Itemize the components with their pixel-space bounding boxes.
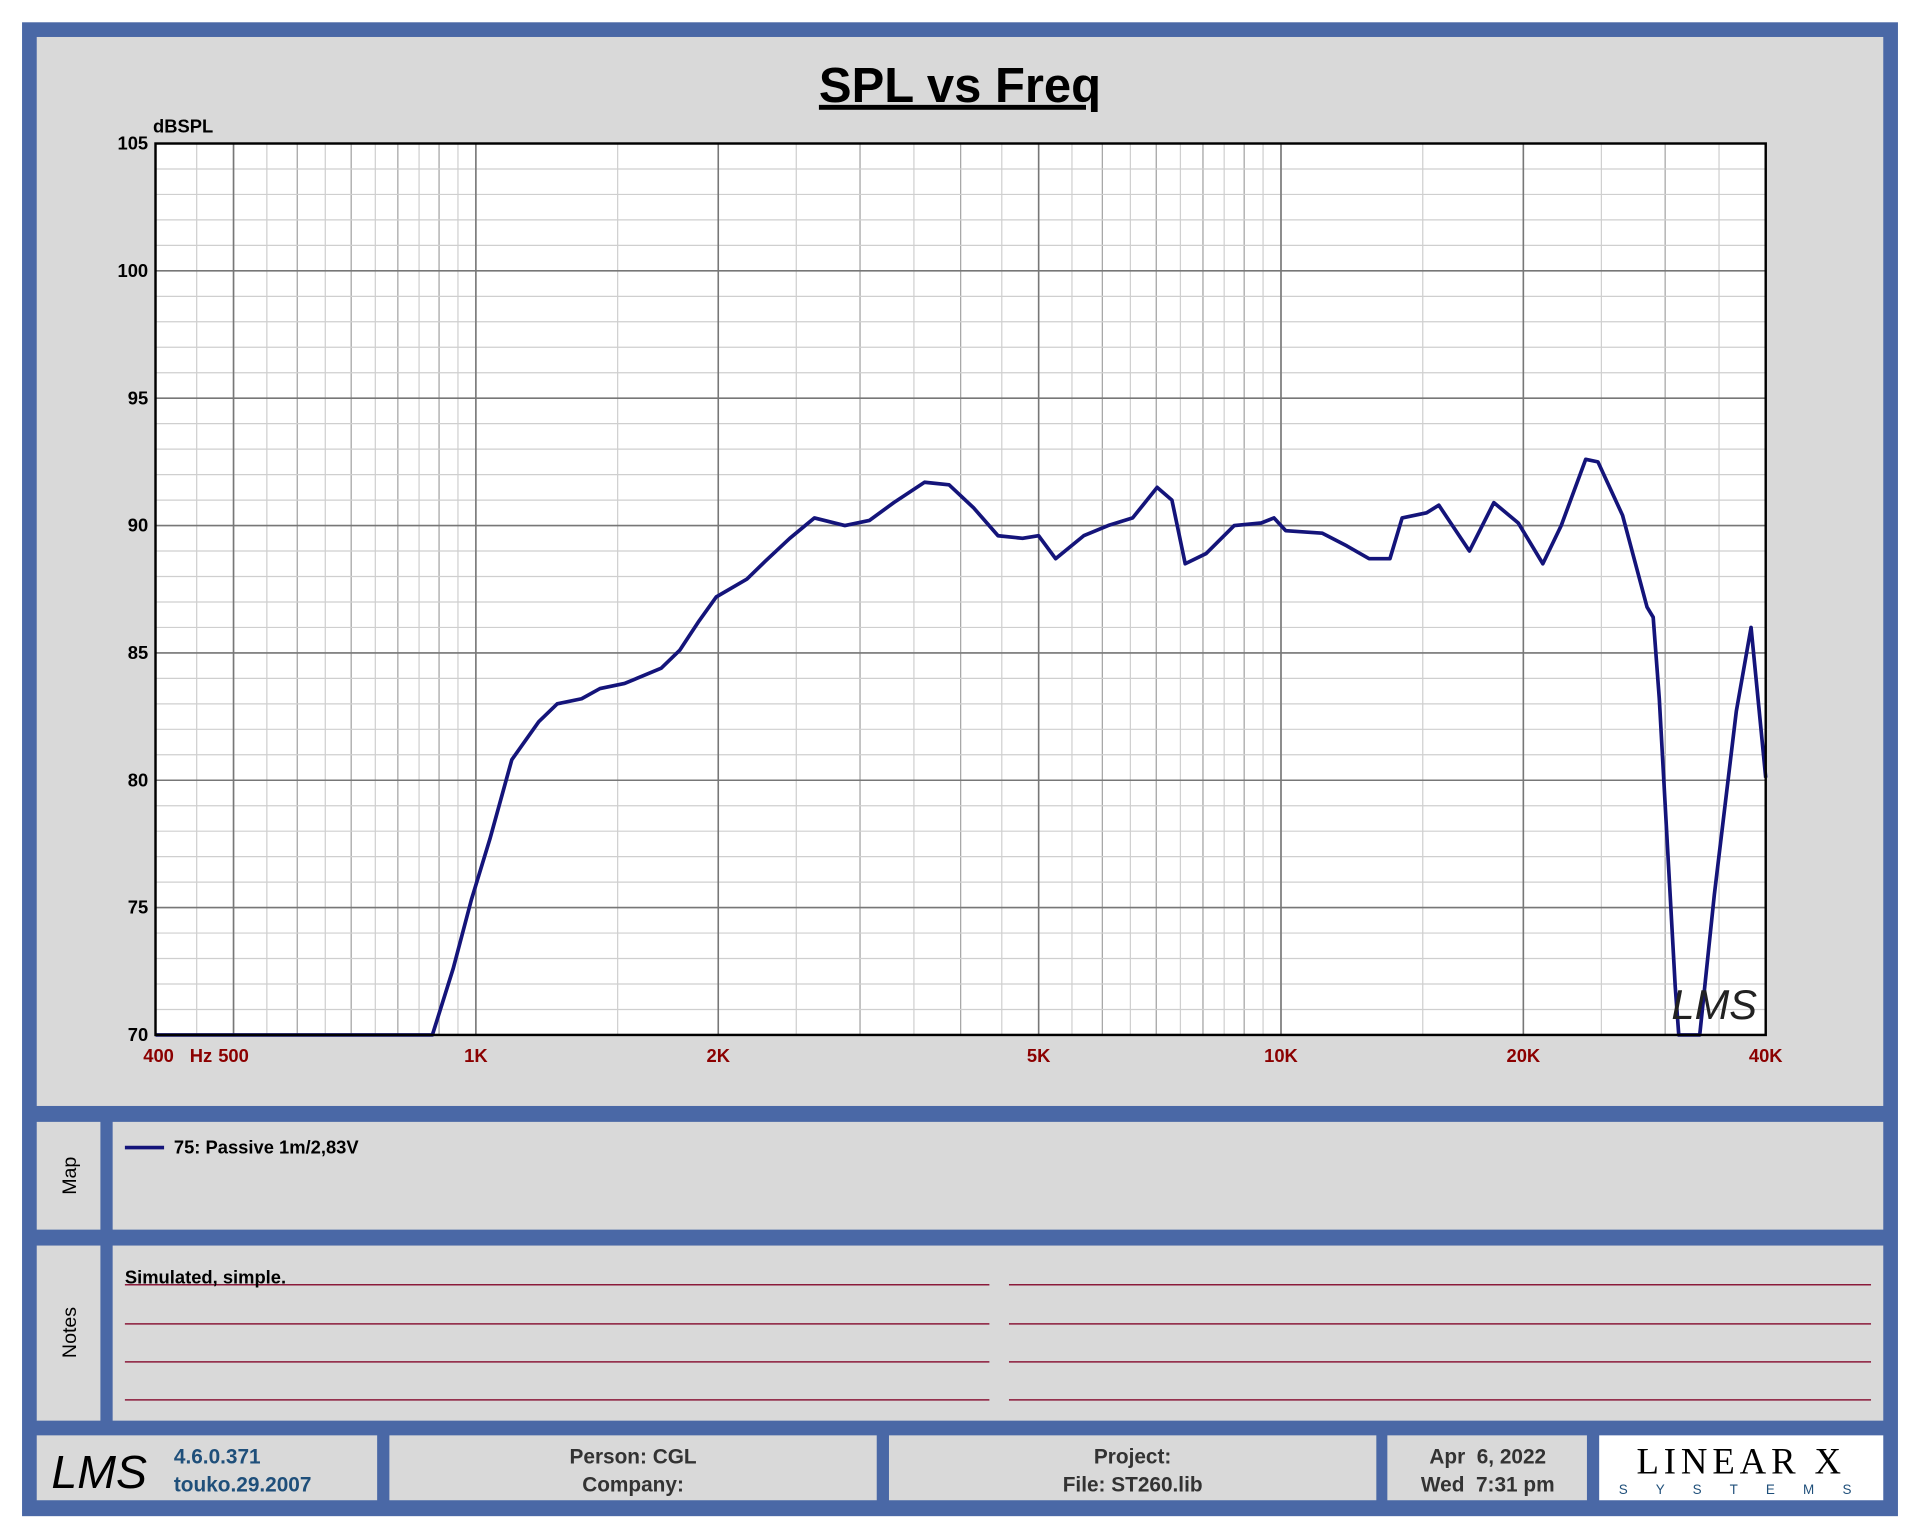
footer-logo: LMS <box>51 1446 147 1498</box>
footer-box <box>888 1435 1377 1501</box>
notes-tab <box>36 1245 101 1421</box>
time: Wed 7:31 pm <box>1421 1474 1555 1497</box>
y-tick-label: 90 <box>128 515 148 536</box>
plot-border <box>154 142 1767 1037</box>
y-axis-label: dBSPL <box>153 115 213 136</box>
note-lines <box>124 1284 1872 1401</box>
notes-label: Notes <box>59 1307 81 1358</box>
chart-title: SPL vs Freq <box>819 59 1101 113</box>
legend-entry: 75: Passive 1m/2,83V <box>174 1137 360 1158</box>
brand: LINEAR X <box>1636 1440 1846 1481</box>
x-axis-label: Hz <box>190 1045 212 1066</box>
y-tick-label: 95 <box>128 387 148 408</box>
footer-box <box>36 1435 378 1501</box>
watermark: LMS <box>1671 981 1757 1028</box>
y-tick-label: 100 <box>118 260 149 281</box>
project: Project: <box>1094 1446 1171 1469</box>
x-tick-label: 400 <box>143 1045 174 1066</box>
x-tick-label: 10K <box>1264 1045 1298 1066</box>
notes-panel <box>112 1245 1884 1421</box>
x-tick-label: 40K <box>1749 1045 1783 1066</box>
brand-sub: S Y S T E M S <box>1619 1482 1864 1497</box>
footer-box <box>1599 1435 1884 1501</box>
y-tick-label: 75 <box>128 897 148 918</box>
x-tick-label: 500 <box>218 1045 249 1066</box>
date: Apr 6, 2022 <box>1429 1446 1546 1469</box>
y-tick-label: 70 <box>128 1024 148 1045</box>
person: Person: CGL <box>570 1446 697 1469</box>
x-tick-label: 5K <box>1027 1045 1051 1066</box>
company: Company: <box>582 1474 684 1497</box>
y-tick-label: 105 <box>118 133 149 154</box>
map-tab <box>36 1121 101 1230</box>
y-tick-label: 85 <box>128 642 148 663</box>
notes-text: Simulated, simple. <box>125 1267 286 1288</box>
x-tick-label: 1K <box>464 1045 488 1066</box>
x-tick-label: 2K <box>707 1045 731 1066</box>
y-tick-label: 80 <box>128 769 148 790</box>
footer-box <box>389 1435 877 1501</box>
series-line <box>155 457 1768 1037</box>
map-panel <box>112 1121 1884 1230</box>
file: File: ST260.lib <box>1063 1474 1203 1497</box>
x-tick-label: 20K <box>1507 1045 1541 1066</box>
version: 4.6.0.371 <box>174 1446 261 1469</box>
footer-box <box>1387 1435 1587 1501</box>
curve-layer <box>155 457 1768 1037</box>
map-label: Map <box>59 1157 81 1195</box>
build: touko.29.2007 <box>174 1474 312 1497</box>
